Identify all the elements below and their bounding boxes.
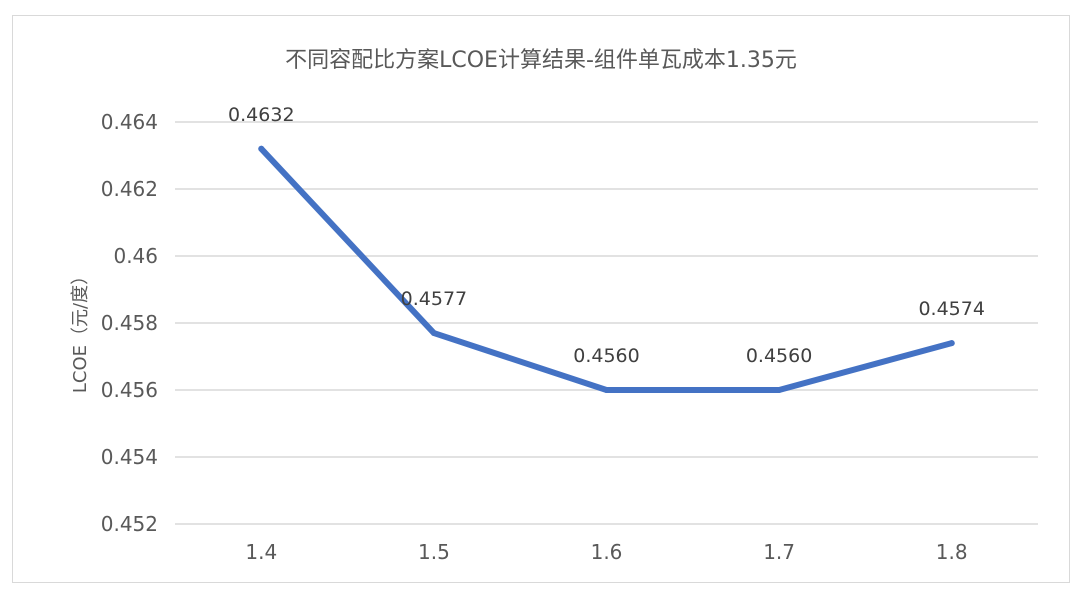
data-label: 0.4574 xyxy=(918,298,984,320)
data-labels: 0.4632 0.4577 0.4560 0.4560 0.4574 xyxy=(228,104,985,367)
x-tick-label: 1.5 xyxy=(418,540,450,564)
gridlines xyxy=(175,121,1038,525)
data-label: 0.4560 xyxy=(573,345,639,367)
x-axis-ticks: 1.4 1.5 1.6 1.7 1.8 xyxy=(245,540,967,564)
y-tick-label: 0.454 xyxy=(101,445,158,469)
y-tick-label: 0.46 xyxy=(113,244,158,268)
y-tick-label: 0.464 xyxy=(101,110,158,134)
data-label: 0.4577 xyxy=(401,288,467,310)
x-tick-label: 1.6 xyxy=(591,540,623,564)
data-label: 0.4560 xyxy=(746,345,812,367)
y-axis-ticks: 0.452 0.454 0.456 0.458 0.46 0.462 0.464 xyxy=(101,110,158,536)
data-point xyxy=(430,330,437,337)
data-point xyxy=(776,387,783,393)
data-point xyxy=(258,145,265,152)
x-tick-label: 1.4 xyxy=(245,540,277,564)
data-point xyxy=(948,340,955,347)
series-layer xyxy=(258,145,955,393)
data-point xyxy=(603,387,610,393)
y-tick-label: 0.452 xyxy=(101,512,158,536)
data-label: 0.4632 xyxy=(228,104,294,126)
y-tick-label: 0.458 xyxy=(101,311,158,335)
y-axis-title: LCOE（元/度） xyxy=(70,267,91,393)
y-tick-label: 0.462 xyxy=(101,177,158,201)
y-tick-label: 0.456 xyxy=(101,378,158,402)
x-tick-label: 1.7 xyxy=(763,540,795,564)
chart-frame xyxy=(12,15,1070,583)
chart-title: 不同容配比方案LCOE计算结果-组件单瓦成本1.35元 xyxy=(285,48,797,73)
x-tick-label: 1.8 xyxy=(936,540,968,564)
